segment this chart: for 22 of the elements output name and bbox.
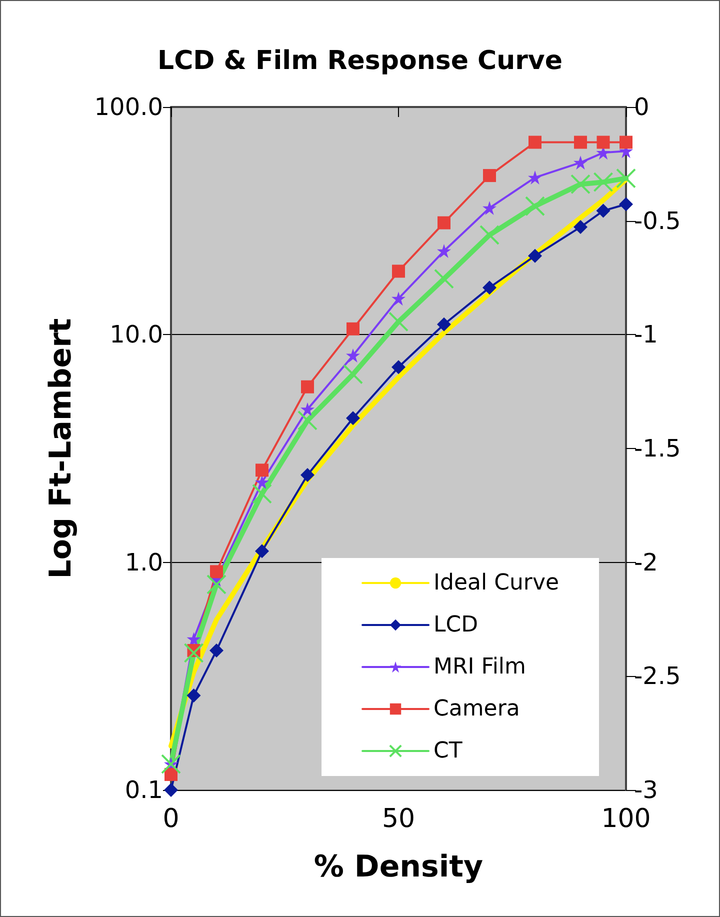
legend-label: MRI Film bbox=[434, 654, 526, 680]
legend-label: Ideal Curve bbox=[434, 570, 560, 596]
legend-label: Camera bbox=[434, 696, 520, 722]
y-tick-label: 0.1 bbox=[124, 776, 163, 804]
x-tick-label: 0 bbox=[162, 804, 180, 834]
y2-tick-label: -0.5 bbox=[634, 206, 681, 235]
y2-tick-label: 0 bbox=[634, 93, 650, 121]
y-axis-title: Log Ft-Lambert bbox=[44, 318, 78, 579]
x-tick-label: 50 bbox=[382, 804, 416, 834]
y-tick-label: 10.0 bbox=[110, 320, 163, 349]
legend-label: LCD bbox=[434, 612, 478, 638]
x-axis-title: % Density bbox=[314, 850, 484, 884]
x-tick-label: 100 bbox=[601, 804, 651, 834]
y2-tick-label: -1.5 bbox=[634, 434, 681, 462]
y-tick-label: 100.0 bbox=[94, 93, 163, 121]
y2-tick-label: -2 bbox=[634, 548, 658, 576]
y-tick-label: 1.0 bbox=[124, 548, 163, 576]
y2-tick-label: -2.5 bbox=[634, 662, 681, 690]
chart-title: LCD & Film Response Curve bbox=[157, 46, 563, 76]
legend-label: CT bbox=[434, 738, 463, 764]
y2-tick-label: -3 bbox=[634, 776, 658, 804]
y2-tick-label: -1 bbox=[634, 320, 658, 349]
